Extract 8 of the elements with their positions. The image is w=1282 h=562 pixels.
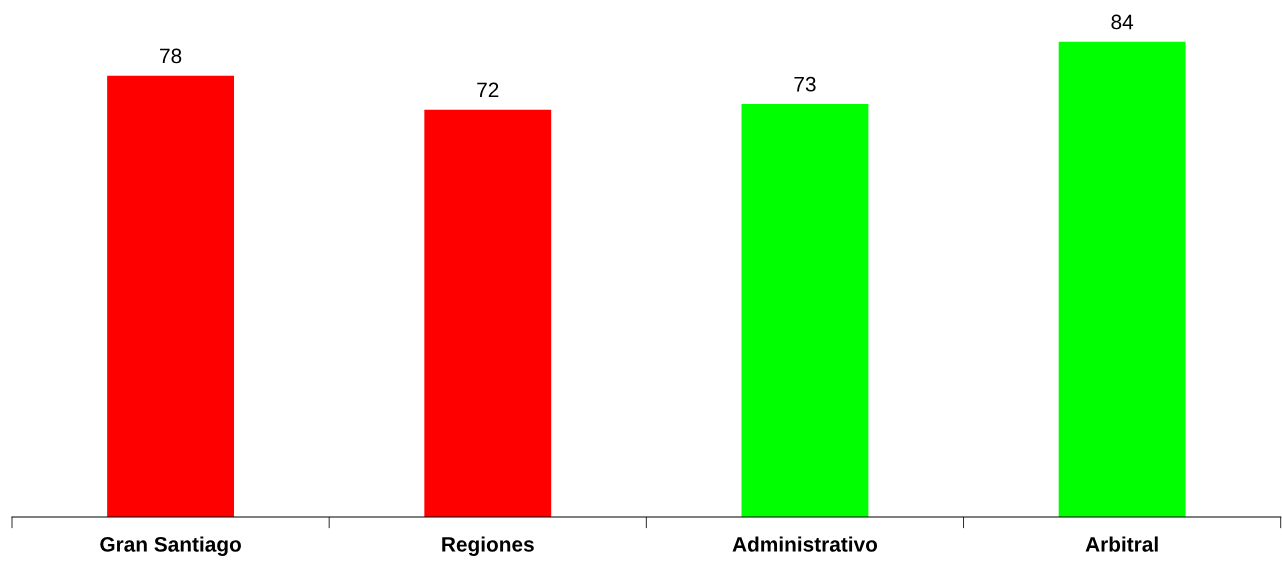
- x-tick-label: Administrativo: [732, 536, 878, 552]
- x-tick-label: Arbitral: [1085, 536, 1158, 552]
- data-label: 78: [160, 48, 182, 64]
- data-label: 73: [794, 76, 816, 92]
- x-tick-label: Gran Santiago: [100, 536, 241, 556]
- data-label: 84: [1111, 14, 1134, 30]
- x-tick-label: Regiones: [442, 536, 534, 556]
- data-label: 72: [477, 82, 499, 98]
